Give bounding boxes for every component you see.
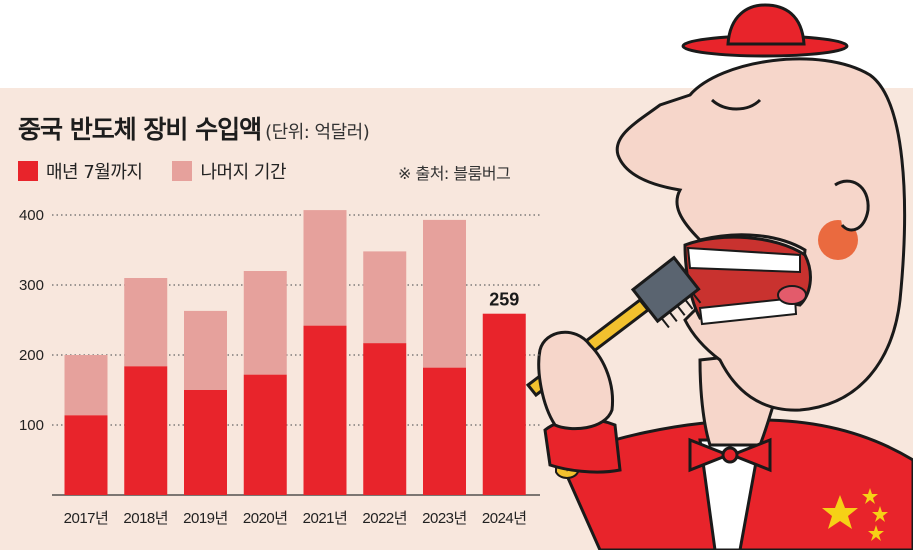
bar-jan-jul-2024년 [482,313,526,495]
x-tick-label-2021년: 2021년 [303,510,348,527]
bar-rest-2021년 [303,210,347,326]
bar-rest-2022년 [363,251,407,344]
legend-label-rest: 나머지 기간 [200,162,287,183]
bar-rest-2019년 [184,310,227,390]
bar-jan-jul-2018년 [124,366,168,495]
x-tick-label-2023년: 2023년 [422,510,467,527]
bar-rest-2018년 [124,278,168,367]
legend-label-jan-jul: 매년 7월까지 [46,162,143,183]
chart-source: ※ 출처: 블룸버그 [398,164,511,183]
x-tick-label-2024년: 2024년 [482,510,527,527]
x-tick-label-2020년: 2020년 [243,510,288,527]
legend-swatch-jan-jul [18,161,38,181]
chart-title: 중국 반도체 장비 수입액 [18,115,262,144]
x-axis-labels: 2017년 2018년 2019년 2020년 2021년 2022년 2023년 2024년 [64,510,527,527]
y-axis-ticks: 100 200 300 400 [19,207,44,434]
y-tick-label-300: 300 [19,277,44,294]
bar-jan-jul-2023년 [423,367,466,495]
data-labels: 259 [489,290,519,310]
y-tick-label-400: 400 [19,207,44,224]
x-tick-label-2018년: 2018년 [123,510,168,527]
legend-item-jan-jul: 매년 7월까지 [18,158,143,184]
bar-jan-jul-2017년 [64,415,108,495]
bar-jan-jul-2019년 [184,390,227,495]
data-label-2024년: 259 [489,290,519,310]
bar-jan-jul-2022년 [363,343,407,495]
chart-legend: 매년 7월까지 나머지 기간 [18,158,316,184]
bar-jan-jul-2021년 [303,325,347,495]
chart-unit: (단위: 억달러) [265,122,370,143]
bar-jan-jul-2020년 [243,374,287,495]
chart-bars [64,210,526,495]
x-tick-label-2022년: 2022년 [362,510,407,527]
legend-swatch-rest [172,161,193,181]
x-tick-label-2019년: 2019년 [183,510,228,527]
bar-rest-2017년 [64,355,108,416]
y-tick-label-100: 100 [19,417,44,434]
chart-header: 중국 반도체 장비 수입액 (단위: 억달러) [18,110,370,146]
legend-item-rest: 나머지 기간 [172,158,287,184]
bar-rest-2023년 [423,219,466,368]
y-tick-label-200: 200 [19,347,44,364]
x-tick-label-2017년: 2017년 [64,510,109,527]
bar-rest-2020년 [243,271,287,375]
